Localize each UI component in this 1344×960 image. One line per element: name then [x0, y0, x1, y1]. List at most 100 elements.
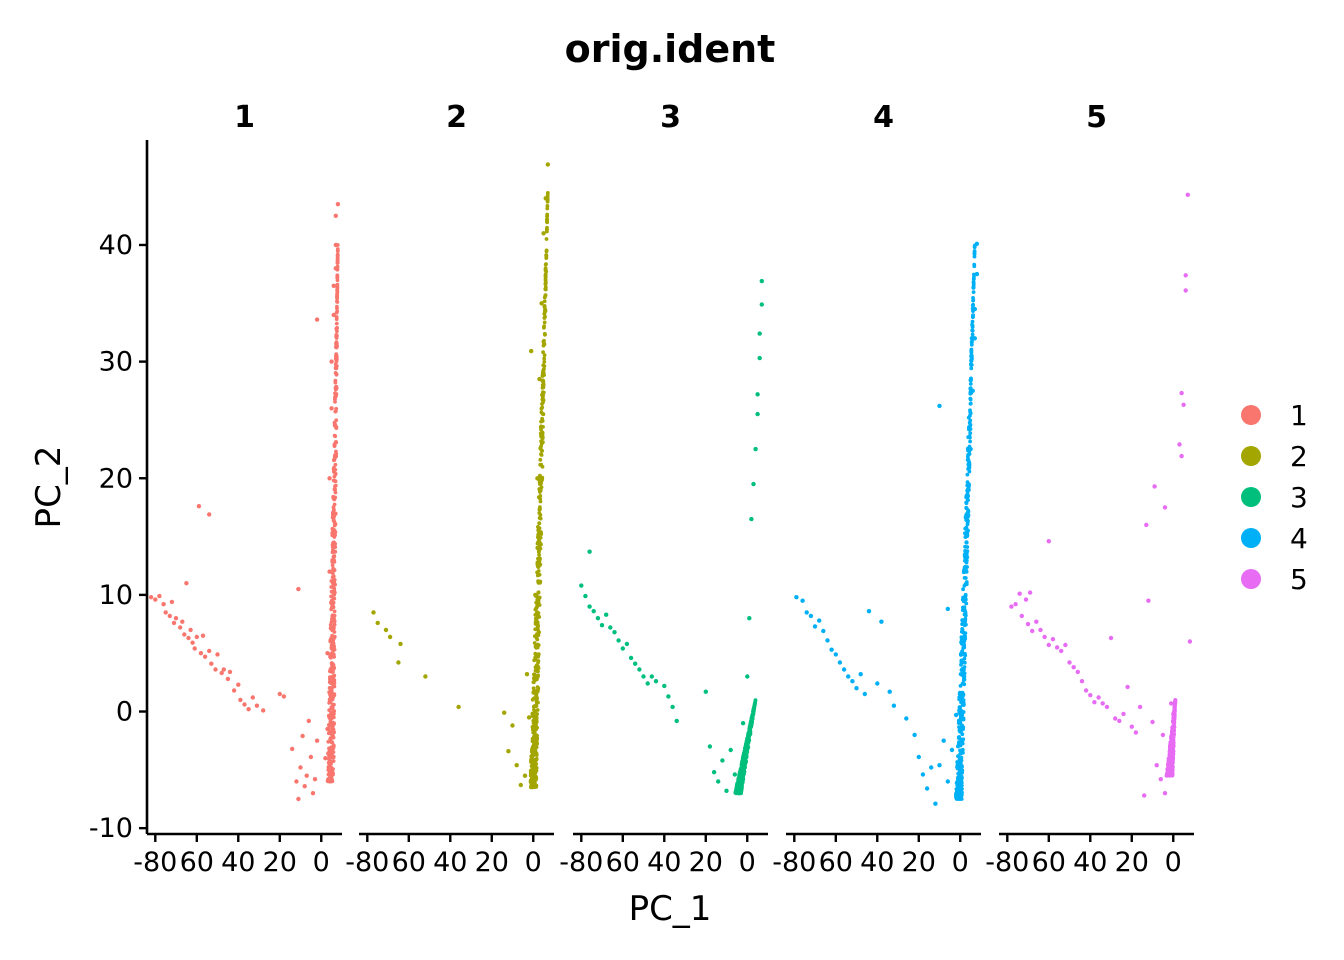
data-point — [534, 777, 538, 782]
data-point — [333, 487, 337, 492]
data-point — [751, 481, 756, 487]
data-point — [749, 516, 754, 522]
data-point — [955, 793, 960, 797]
data-point — [332, 596, 337, 601]
data-point — [306, 718, 311, 724]
data-point — [541, 370, 546, 375]
data-point — [236, 682, 241, 687]
data-point — [967, 461, 972, 466]
data-point — [534, 727, 538, 732]
data-point — [333, 533, 337, 537]
data-point — [533, 651, 538, 656]
data-point — [964, 525, 969, 530]
data-point — [502, 710, 507, 715]
data-point — [959, 774, 964, 779]
data-point — [333, 213, 338, 218]
data-point — [1170, 735, 1175, 740]
data-point — [1179, 453, 1184, 459]
data-point — [960, 713, 965, 717]
data-point — [1166, 762, 1170, 767]
data-point — [963, 582, 968, 586]
data-point — [536, 550, 541, 554]
data-point — [959, 663, 963, 667]
data-point — [957, 692, 962, 696]
data-point — [281, 694, 287, 699]
data-point — [961, 716, 966, 721]
data-point — [752, 704, 757, 708]
data-point — [330, 563, 335, 568]
data-point — [383, 627, 389, 633]
data-point — [969, 342, 974, 347]
data-point — [970, 322, 974, 327]
data-point — [180, 619, 185, 624]
data-point — [968, 446, 973, 452]
data-point — [326, 752, 331, 756]
data-point — [334, 364, 338, 368]
data-point — [335, 282, 340, 287]
data-point — [1177, 442, 1182, 447]
data-point — [533, 592, 538, 598]
data-point — [332, 609, 337, 614]
data-point — [1038, 627, 1043, 633]
data-point — [969, 354, 974, 359]
data-point — [912, 732, 917, 738]
data-point — [535, 708, 540, 712]
data-point — [335, 253, 340, 258]
x-tick-label: -80 — [559, 847, 603, 878]
data-point — [182, 632, 187, 637]
data-point — [541, 393, 545, 398]
x-tick-label: 40 — [1073, 847, 1107, 878]
data-point — [537, 516, 542, 520]
data-point — [332, 458, 336, 463]
data-point — [538, 557, 542, 562]
data-point — [333, 434, 338, 439]
data-point — [308, 754, 314, 760]
data-point — [960, 690, 965, 695]
data-point — [963, 592, 968, 597]
data-point — [963, 564, 968, 569]
data-point — [533, 613, 538, 617]
data-point — [1170, 766, 1174, 771]
data-point — [542, 353, 547, 357]
data-point — [633, 661, 638, 666]
data-point — [879, 619, 884, 624]
x-tick-label: 20 — [263, 847, 297, 878]
data-point — [328, 693, 333, 698]
data-point — [1113, 716, 1118, 721]
data-point — [962, 597, 967, 602]
data-point — [333, 462, 338, 467]
data-point — [972, 336, 977, 341]
data-point — [331, 581, 335, 585]
data-point — [327, 701, 332, 705]
data-point — [242, 702, 247, 707]
data-point — [167, 613, 172, 619]
data-point — [967, 420, 972, 425]
data-point — [539, 406, 544, 411]
data-point — [331, 496, 336, 500]
data-point — [545, 162, 550, 167]
data-point — [1121, 711, 1126, 717]
data-point — [310, 791, 316, 796]
data-point — [962, 623, 967, 628]
data-point — [188, 627, 193, 633]
data-point — [748, 724, 752, 728]
data-point — [662, 683, 667, 689]
data-point — [964, 530, 969, 534]
data-point — [200, 633, 206, 638]
data-point — [966, 487, 971, 493]
data-point — [724, 788, 729, 793]
data-point — [524, 672, 530, 677]
data-point — [961, 646, 966, 650]
data-point — [637, 667, 642, 672]
data-point — [541, 400, 545, 405]
data-point — [329, 589, 334, 594]
data-point — [624, 641, 630, 647]
data-point — [967, 465, 972, 470]
facet-strip-label: 1 — [234, 100, 255, 135]
data-point — [531, 757, 536, 762]
data-point — [969, 362, 973, 367]
data-point — [1096, 695, 1101, 700]
data-point — [720, 758, 725, 763]
data-point — [1171, 711, 1176, 717]
